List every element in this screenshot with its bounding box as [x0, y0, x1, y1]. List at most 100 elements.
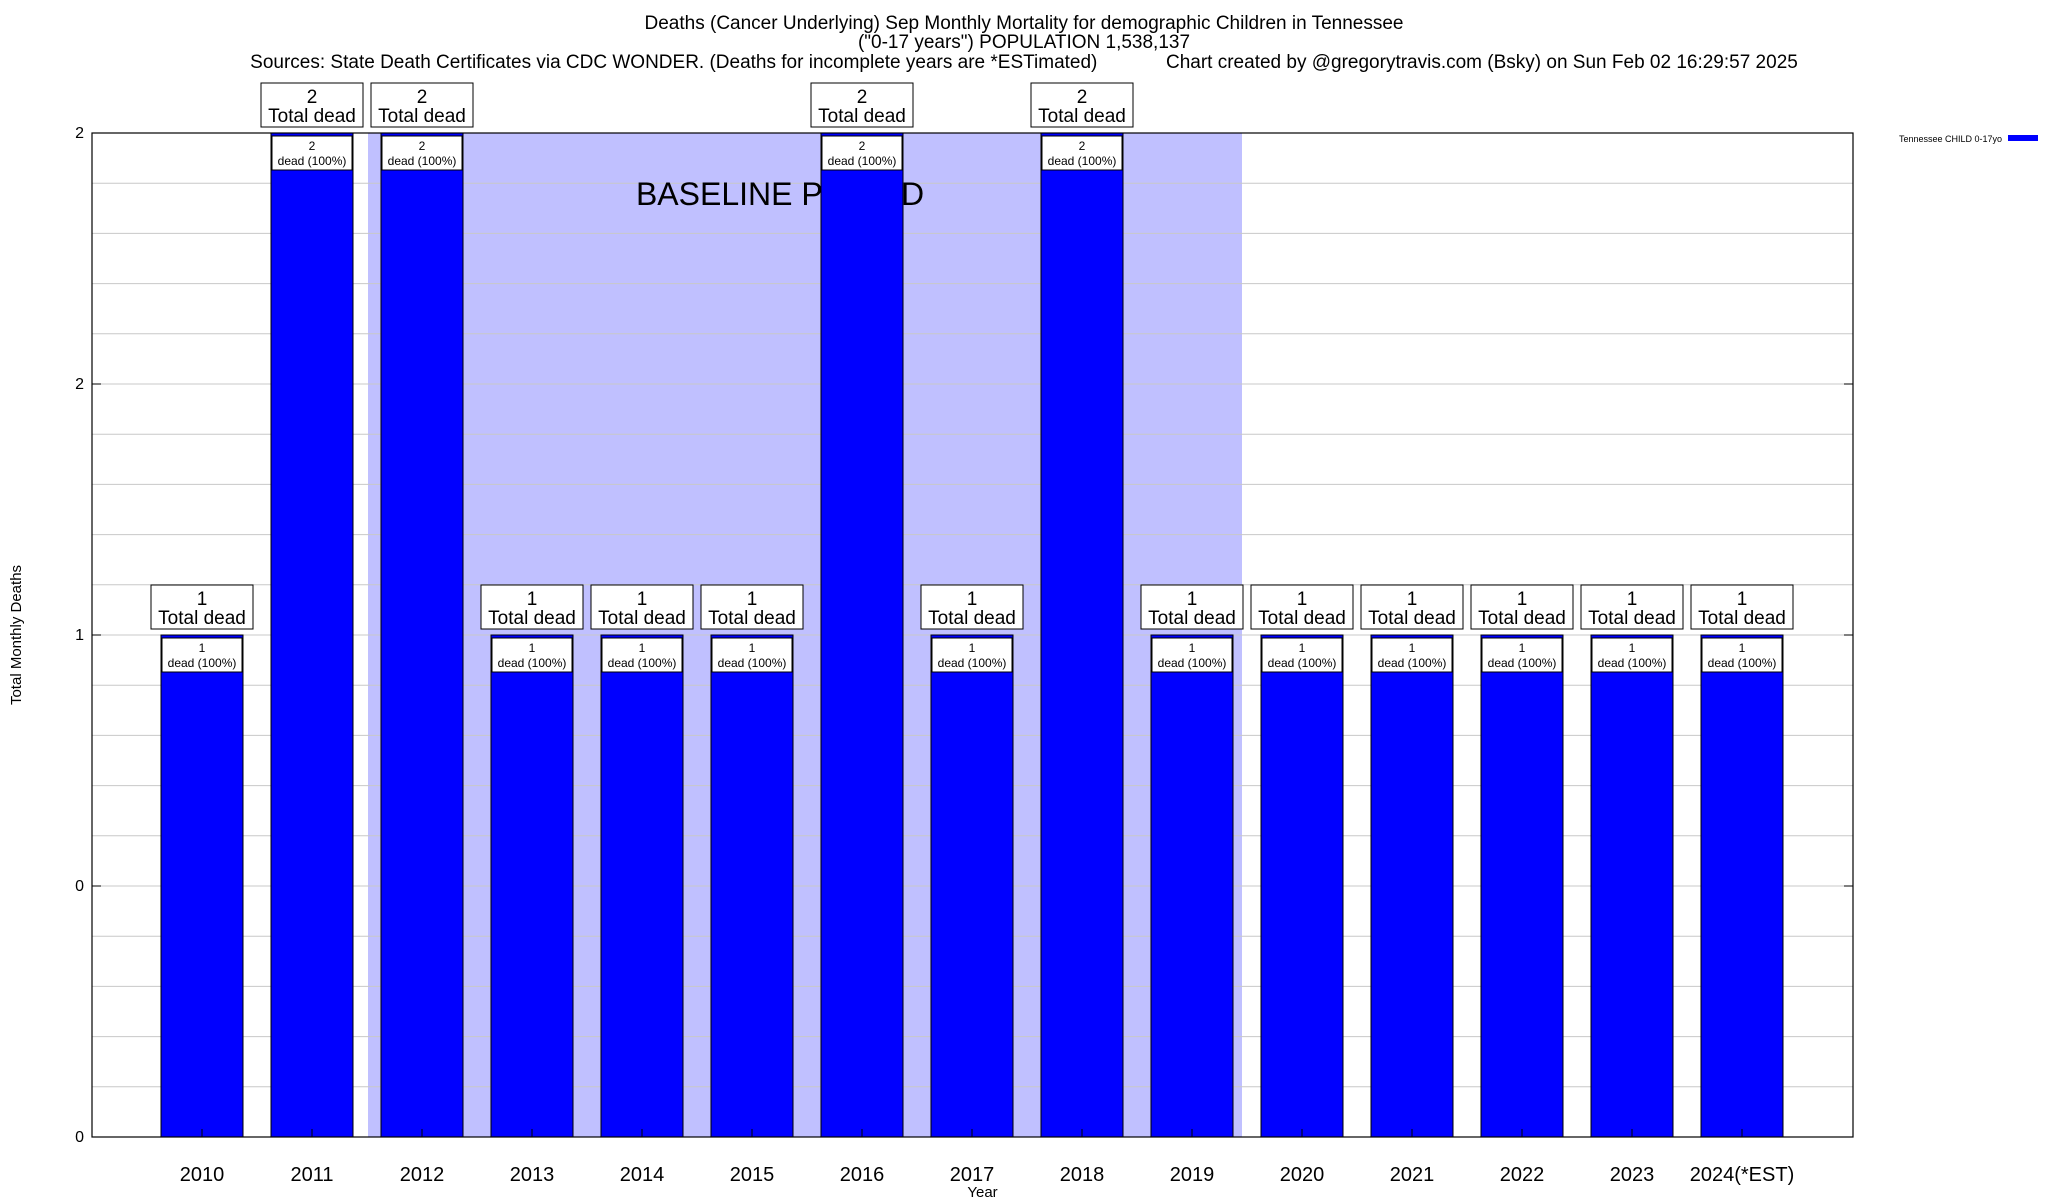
bar-top-label-text: Total dead	[598, 608, 686, 629]
bar-inner-label-text: dead (100%)	[718, 656, 787, 670]
bar-2021	[1370, 634, 1454, 1138]
x-tick-label: 2015	[730, 1164, 775, 1186]
bar-top-label-count: 1	[197, 589, 208, 610]
bar-inner-label-text: dead (100%)	[388, 154, 457, 168]
bar-top-label-text: Total dead	[818, 106, 906, 127]
bar-inner-label-count: 2	[859, 139, 866, 153]
bar-top-label-count: 1	[637, 589, 648, 610]
bar-top-label-text: Total dead	[488, 608, 576, 629]
bar-2010	[160, 634, 244, 1138]
bar-inner-label-count: 1	[1299, 641, 1306, 655]
bar-2019	[1150, 634, 1234, 1138]
legend-label: Tennessee CHILD 0-17yo	[1899, 134, 2002, 144]
x-tick-label: 2020	[1280, 1164, 1325, 1186]
bar-inner-label-text: dead (100%)	[828, 154, 897, 168]
bar-top-label-count: 1	[1737, 589, 1748, 610]
bar-top-label-count: 2	[417, 87, 428, 108]
bar-inner-label-text: dead (100%)	[1268, 656, 1337, 670]
bar-top-label-count: 1	[1407, 589, 1418, 610]
bar-inner-label-box	[1701, 637, 1783, 673]
y-tick-label: 1	[75, 627, 84, 644]
bar-2020	[1260, 634, 1344, 1138]
y-tick-label: 2	[75, 125, 84, 142]
bar-2017	[930, 634, 1014, 1138]
bar-top-label-text: Total dead	[708, 608, 796, 629]
x-tick-label: 2021	[1390, 1164, 1435, 1186]
y-tick-label: 2	[75, 376, 84, 393]
bar-top-label-count: 2	[307, 87, 318, 108]
bar-top-label-text: Total dead	[1258, 608, 1346, 629]
bar-top-label-count: 1	[527, 589, 538, 610]
bar-top-label-count: 2	[1077, 87, 1088, 108]
x-tick-label: 2016	[840, 1164, 885, 1186]
bar-top-label-count: 1	[747, 589, 758, 610]
bar-inner-label-text: dead (100%)	[608, 656, 677, 670]
bar-2013	[490, 634, 574, 1138]
bar-top-label-text: Total dead	[158, 608, 246, 629]
bar-top-label-count: 1	[1517, 589, 1528, 610]
bar-2014	[600, 634, 684, 1138]
bar-inner-label-box	[491, 637, 573, 673]
bar-top-label-box	[700, 584, 804, 630]
bar-inner-label-count: 1	[1519, 641, 1526, 655]
bar-inner-label-text: dead (100%)	[1048, 154, 1117, 168]
bar-2016	[820, 132, 904, 1138]
bar-inner-label-box	[821, 135, 903, 171]
bar-inner-label-count: 1	[1409, 641, 1416, 655]
bar-top-label-text: Total dead	[1148, 608, 1236, 629]
x-tick-label: 2024(*EST)	[1690, 1164, 1795, 1186]
bar-inner-label-box	[711, 637, 793, 673]
bar-inner-label-count: 2	[419, 139, 426, 153]
bar-2022	[1480, 634, 1564, 1138]
x-tick-label: 2013	[510, 1164, 555, 1186]
bar-top-label-box	[480, 584, 584, 630]
x-tick-label: 2010	[180, 1164, 225, 1186]
bar-top-label-box	[810, 82, 914, 128]
bar-top-label-text: Total dead	[1038, 106, 1126, 127]
bar-2015	[710, 634, 794, 1138]
bar-inner-label-count: 1	[199, 641, 206, 655]
bar-inner-label-count: 2	[309, 139, 316, 153]
bar-inner-label-count: 2	[1079, 139, 1086, 153]
bar-top-label-box	[260, 82, 364, 128]
chart-source-line: Sources: State Death Certificates via CD…	[250, 52, 1798, 73]
bar-inner-label-box	[381, 135, 463, 171]
bar-2011	[270, 132, 354, 1138]
bar-inner-label-count: 1	[1629, 641, 1636, 655]
bar-top-label-text: Total dead	[1588, 608, 1676, 629]
bar-top-label-box	[1360, 584, 1464, 630]
bar-inner-label-text: dead (100%)	[1158, 656, 1227, 670]
bar-inner-label-count: 1	[749, 641, 756, 655]
bar-inner-label-text: dead (100%)	[938, 656, 1007, 670]
bar-inner-label-box	[1041, 135, 1123, 171]
bar-inner-label-box	[271, 135, 353, 171]
bar-inner-label-text: dead (100%)	[1598, 656, 1667, 670]
bar-inner-label-text: dead (100%)	[278, 154, 347, 168]
bar-top-label-count: 1	[967, 589, 978, 610]
bar-inner-label-count: 1	[639, 641, 646, 655]
bar-inner-label-count: 1	[1189, 641, 1196, 655]
bar-inner-label-text: dead (100%)	[168, 656, 237, 670]
bar-top-label-count: 1	[1187, 589, 1198, 610]
bar-2024(*EST)	[1700, 634, 1784, 1138]
bar-top-label-count: 1	[1627, 589, 1638, 610]
bar-top-label-box	[590, 584, 694, 630]
bar-2023	[1590, 634, 1674, 1138]
bar-inner-label-box	[931, 637, 1013, 673]
bar-top-label-text: Total dead	[1368, 608, 1456, 629]
bar-top-label-box	[1690, 584, 1794, 630]
bar-inner-label-text: dead (100%)	[1708, 656, 1777, 670]
bar-inner-label-count: 1	[1739, 641, 1746, 655]
bar-inner-label-count: 1	[529, 641, 536, 655]
x-tick-label: 2014	[620, 1164, 665, 1186]
bar-top-label-box	[1140, 584, 1244, 630]
bar-inner-label-text: dead (100%)	[1378, 656, 1447, 670]
bar-top-label-text: Total dead	[928, 608, 1016, 629]
bar-inner-label-text: dead (100%)	[1488, 656, 1557, 670]
bar-2018	[1040, 132, 1124, 1138]
bar-inner-label-box	[1371, 637, 1453, 673]
x-tick-label: 2022	[1500, 1164, 1545, 1186]
chart-subtitle: ("0-17 years") POPULATION 1,538,137	[857, 32, 1191, 53]
bar-inner-label-box	[1261, 637, 1343, 673]
